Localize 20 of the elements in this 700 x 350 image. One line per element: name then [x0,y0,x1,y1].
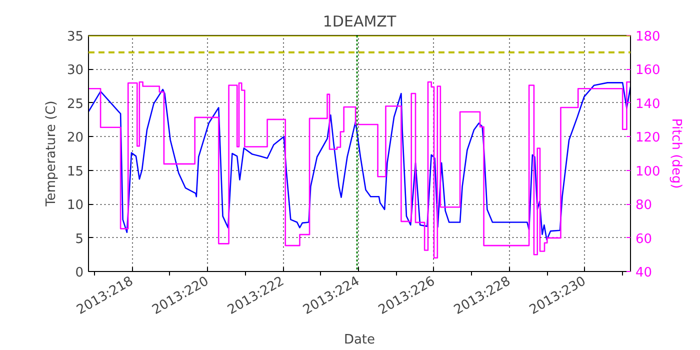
y2-tick-label: 180 [636,30,660,44]
chart-title: 1DEAMZT [322,12,397,30]
y-tick-label: 5 [75,232,84,247]
y-tick-label: 10 [66,198,84,214]
y2-tick-label: 140 [636,96,660,112]
y-tick-label: 30 [66,63,84,78]
y-axis-title: Temperature (C) [44,100,59,208]
y2-tick-label: 120 [636,130,660,146]
y-tick-label: 20 [66,130,84,146]
y-tick-label: 35 [66,30,84,44]
y2-tick-label: 60 [636,232,652,247]
y2-tick-label: 100 [636,164,660,180]
x-axis-title: Date [344,332,376,348]
y2-axis-title: Pitch (deg) [668,118,684,189]
y-tick-label: 0 [75,266,84,280]
y-tick-label: 25 [66,96,84,112]
y2-tick-label: 160 [636,63,660,78]
y2-tick-label: 80 [636,198,652,214]
y2-tick-label: 40 [636,266,652,280]
y-tick-label: 15 [66,164,84,180]
